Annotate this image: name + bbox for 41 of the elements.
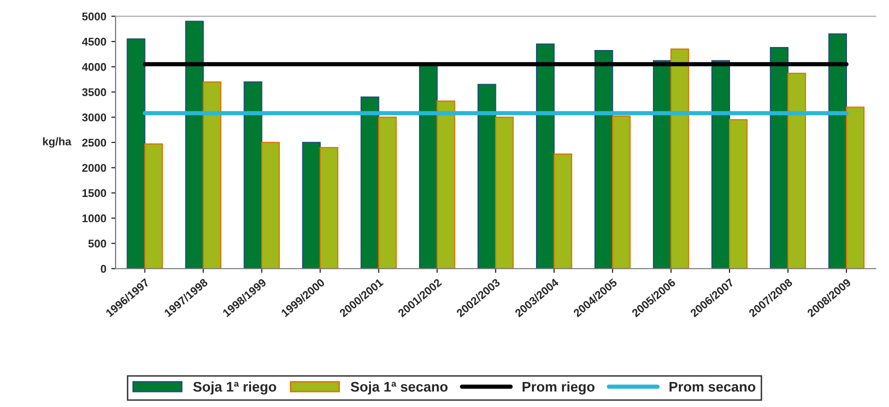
bar [612, 116, 631, 269]
bar [828, 33, 847, 269]
bar [126, 38, 146, 269]
y-tick-label: 0 [100, 264, 106, 273]
bar [652, 60, 672, 269]
y-tick-label: 1500 [82, 189, 106, 198]
bar [185, 20, 204, 269]
y-tick-label: 1000 [82, 214, 106, 222]
bar [787, 72, 806, 269]
y-tick-label: 4000 [82, 63, 106, 71]
y-tick-label: 2500 [82, 138, 106, 147]
legend-label: Prom secano [670, 382, 756, 392]
y-tick-label: 500 [88, 240, 106, 248]
bar [320, 146, 338, 269]
bar [360, 96, 380, 269]
y-tick-label: 3500 [82, 88, 106, 96]
bar [846, 106, 865, 269]
bar [478, 84, 496, 269]
legend-label: Soja 1ª riego [193, 381, 276, 394]
y-tick-label: 3000 [82, 113, 106, 122]
bar [554, 154, 572, 269]
bar [144, 143, 163, 269]
bar [670, 48, 690, 269]
bar [728, 119, 748, 269]
bar [594, 50, 614, 269]
bar [302, 142, 321, 269]
y-axis-title: kg/ha [43, 137, 72, 148]
legend-label: Prom riego [522, 381, 594, 394]
bar [770, 47, 789, 269]
y-tick-label: 4500 [82, 38, 106, 46]
bar [536, 43, 555, 269]
bar [495, 116, 514, 269]
legend-label: Soja 1ª secano [350, 381, 448, 394]
bar [244, 81, 262, 269]
bar [202, 81, 222, 269]
bar [378, 116, 397, 269]
bar [711, 60, 730, 269]
y-tick-label: 2000 [82, 164, 106, 172]
bar [261, 142, 280, 269]
y-tick-label: 5000 [82, 12, 106, 20]
bar [436, 100, 456, 269]
